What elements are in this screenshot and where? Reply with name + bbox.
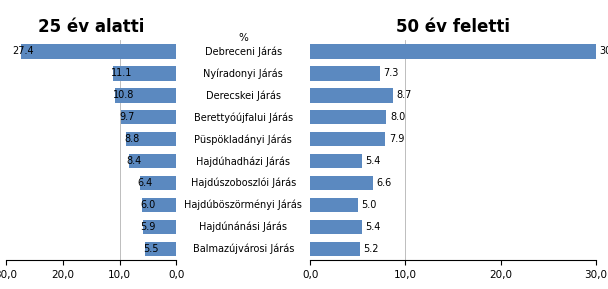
Text: 7.9: 7.9 <box>389 134 404 144</box>
Text: 7.3: 7.3 <box>384 68 399 78</box>
Text: 5.4: 5.4 <box>365 156 381 166</box>
Bar <box>310 110 386 125</box>
Text: 10.8: 10.8 <box>112 90 134 100</box>
Text: 27.4: 27.4 <box>12 47 34 56</box>
Bar <box>143 220 176 234</box>
Bar <box>21 44 176 59</box>
Text: Hajdúszoboszlói Járás: Hajdúszoboszlói Járás <box>190 178 296 188</box>
Bar <box>121 110 176 125</box>
Text: 5.9: 5.9 <box>140 222 156 232</box>
Bar <box>310 242 359 256</box>
Bar <box>310 44 596 59</box>
Bar <box>115 88 176 103</box>
Bar <box>113 66 176 81</box>
Bar <box>129 154 176 168</box>
Text: Berettyóújfalui Járás: Berettyóújfalui Járás <box>193 112 293 123</box>
Text: 8.8: 8.8 <box>124 134 139 144</box>
Bar <box>310 220 362 234</box>
Text: Derecskei Járás: Derecskei Járás <box>206 90 281 101</box>
Text: 6.0: 6.0 <box>140 200 155 210</box>
Text: 8.7: 8.7 <box>397 90 412 100</box>
Bar <box>310 132 385 147</box>
Text: Nyíradonyi Járás: Nyíradonyi Járás <box>203 68 283 79</box>
Text: Püspökladányi Járás: Püspökladányi Járás <box>195 134 292 144</box>
Text: Hajdúböszörményi Járás: Hajdúböszörményi Járás <box>184 200 302 210</box>
Text: Hajdúhadházi Járás: Hajdúhadházi Járás <box>196 156 290 166</box>
Bar <box>140 176 176 190</box>
Bar <box>310 88 393 103</box>
Text: Balmazújvárosi Járás: Balmazújvárosi Járás <box>193 244 294 254</box>
Text: 5.0: 5.0 <box>362 200 377 210</box>
Text: 30.0: 30.0 <box>599 47 608 56</box>
Bar <box>310 66 379 81</box>
Text: Debreceni Járás: Debreceni Járás <box>205 46 282 57</box>
Text: 5.2: 5.2 <box>364 244 379 254</box>
Bar <box>126 132 176 147</box>
Text: 8.4: 8.4 <box>126 156 142 166</box>
Text: 11.1: 11.1 <box>111 68 133 78</box>
Bar <box>310 154 362 168</box>
Bar <box>310 176 373 190</box>
Text: 9.7: 9.7 <box>119 112 134 122</box>
Text: 8.0: 8.0 <box>390 112 406 122</box>
Text: %: % <box>238 33 248 43</box>
Bar <box>142 198 176 212</box>
Text: 6.6: 6.6 <box>377 178 392 188</box>
Bar <box>310 198 358 212</box>
Text: 5.4: 5.4 <box>365 222 381 232</box>
Bar <box>145 242 176 256</box>
Text: 5.5: 5.5 <box>143 244 158 254</box>
Title: 50 év feletti: 50 év feletti <box>396 18 510 36</box>
Text: 6.4: 6.4 <box>138 178 153 188</box>
Title: 25 év alatti: 25 év alatti <box>38 18 144 36</box>
Text: Hajdúnánási Járás: Hajdúnánási Járás <box>199 222 287 232</box>
